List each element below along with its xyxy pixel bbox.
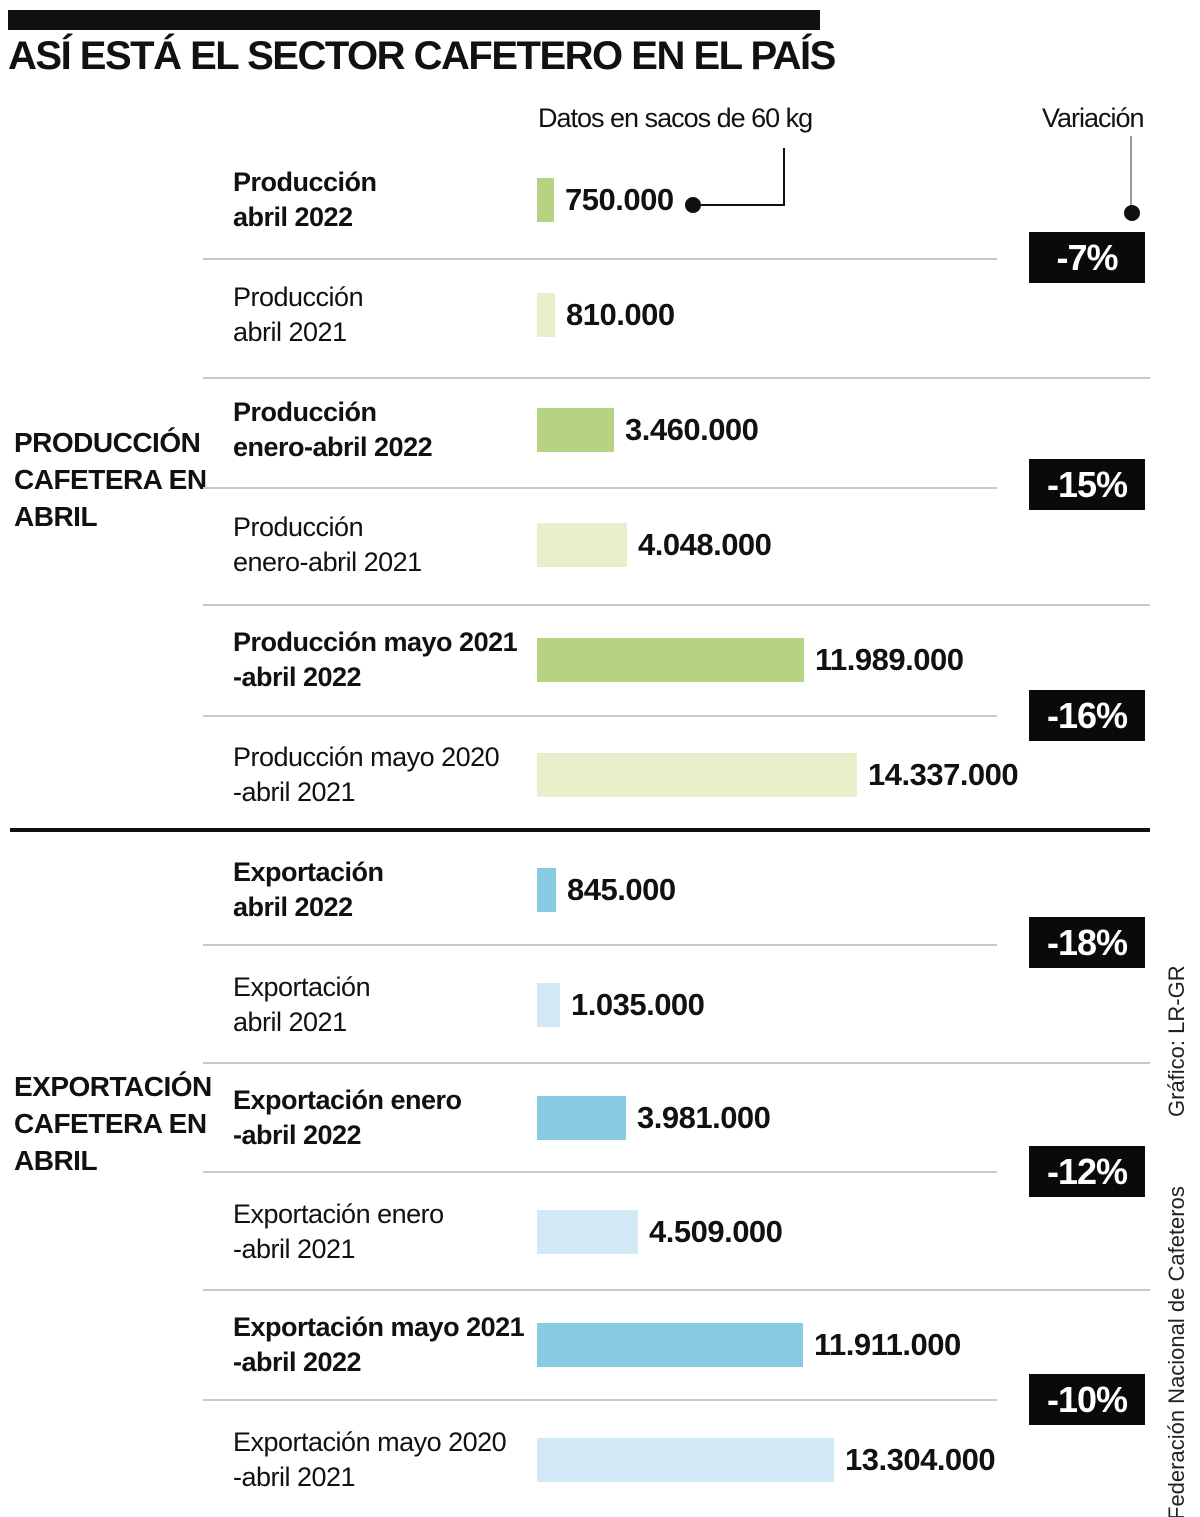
section-label-line: CAFETERA EN [14,1108,207,1139]
row-exportacion-enero-abril-2022: Exportación enero -abril 2022 3.981.000 [233,1061,1153,1175]
bar-value: 845.000 [567,872,676,907]
bar-exportacion-abril-2022 [537,868,556,912]
bar-exportacion-enero-abril-2022 [537,1096,626,1140]
variation-badge: -12% [1029,1146,1145,1197]
section-label-produccion: PRODUCCIÓN CAFETERA EN ABRIL [14,424,224,535]
row-label: Producción enero-abril 2021 [233,512,422,577]
variation-badge: -15% [1029,459,1145,510]
divider [203,1399,997,1401]
bar-exportacion-enero-abril-2021 [537,1210,638,1254]
credit-source: Federación Nacional de Cafeteros [1164,1186,1189,1517]
row-label: Exportación enero -abril 2022 [233,1085,462,1150]
section-label-line: ABRIL [14,1145,98,1176]
variation-column-label: Variación [1042,103,1145,133]
units-note-connector-vertical [783,148,785,206]
bar-exportacion-abril-2021 [537,983,560,1027]
units-note: Datos en sacos de 60 kg [538,103,813,133]
section-label-exportacion: EXPORTACIÓN CAFETERA EN ABRIL [14,1068,224,1179]
bar-value: 11.911.000 [814,1327,961,1362]
row-exportacion-abril-2022: Exportación abril 2022 845.000 [233,833,1153,947]
divider [203,604,1150,606]
row-produccion-mayo2020-abril2021: Producción mayo 2020 -abril 2021 14.337.0… [233,718,1153,832]
units-note-connector-horizontal [701,204,785,206]
row-produccion-abril-2021: Producción abril 2021 810.000 [233,258,1153,372]
section-label-line: EXPORTACIÓN [14,1071,212,1102]
bar-value: 11.989.000 [815,642,964,677]
divider [203,377,1150,379]
row-label: Producción mayo 2021 -abril 2022 [233,627,518,692]
divider [203,1062,1150,1064]
bar-value: 750.000 [565,182,674,217]
section-divider [10,828,1150,832]
row-label: Producción abril 2021 [233,282,364,347]
variation-badge: -16% [1029,690,1145,741]
row-label: Exportación abril 2021 [233,972,371,1037]
variation-badge: -10% [1029,1374,1145,1425]
row-produccion-abril-2022: Producción abril 2022 750.000 [233,143,1153,257]
row-label: Producción mayo 2020 -abril 2021 [233,742,500,807]
bar-value: 810.000 [566,297,675,332]
divider [203,487,997,489]
divider [203,258,997,260]
row-label: Exportación abril 2022 [233,857,384,922]
bar-value: 4.048.000 [638,527,772,562]
row-produccion-mayo2021-abril2022: Producción mayo 2021 -abril 2022 11.989.0… [233,603,1153,717]
bar-produccion-enero-abril-2021 [537,523,627,567]
variation-connector-vertical [1130,136,1132,206]
bar-value: 3.460.000 [625,412,759,447]
divider [203,715,997,717]
variation-badge: -18% [1029,917,1145,968]
row-label: Exportación enero -abril 2021 [233,1199,444,1264]
bar-produccion-abril-2021 [537,293,555,337]
row-label: Exportación mayo 2020 -abril 2021 [233,1427,507,1492]
bar-value: 3.981.000 [637,1100,771,1135]
top-accent-bar [8,10,820,30]
units-note-dot-icon [685,197,701,213]
row-exportacion-enero-abril-2021: Exportación enero -abril 2021 4.509.000 [233,1175,1153,1289]
row-exportacion-mayo2020-abril2021: Exportación mayo 2020 -abril 2021 13.304.… [233,1403,1153,1517]
divider [203,944,997,946]
section-label-line: CAFETERA EN [14,464,207,495]
section-label-line: ABRIL [14,501,98,532]
bar-produccion-mayo2021-abril2022 [537,638,804,682]
variation-badge: -7% [1029,232,1145,283]
divider [203,1289,1150,1291]
credit-graphic: Gráfico: LR-GR [1164,965,1189,1117]
row-exportacion-mayo2021-abril2022: Exportación mayo 2021 -abril 2022 11.911.… [233,1288,1153,1402]
bar-value: 13.304.000 [845,1442,996,1477]
bar-value: 4.509.000 [649,1214,783,1249]
bar-value: 1.035.000 [571,987,705,1022]
divider [203,1171,997,1173]
row-exportacion-abril-2021: Exportación abril 2021 1.035.000 [233,948,1153,1062]
bar-produccion-mayo2020-abril2021 [537,753,857,797]
bar-exportacion-mayo2020-abril2021 [537,1438,834,1482]
row-label: Producción enero-abril 2022 [233,397,433,462]
row-label: Exportación mayo 2021 -abril 2022 [233,1312,525,1377]
bar-produccion-enero-abril-2022 [537,408,614,452]
row-label: Producción abril 2022 [233,167,377,232]
bar-exportacion-mayo2021-abril2022 [537,1323,803,1367]
section-label-line: PRODUCCIÓN [14,427,201,458]
variation-dot-icon [1124,205,1140,221]
bar-value: 14.337.000 [868,757,1019,792]
bar-produccion-abril-2022 [537,178,554,222]
row-produccion-enero-abril-2022: Producción enero-abril 2022 3.460.000 [233,373,1153,487]
row-produccion-enero-abril-2021: Producción enero-abril 2021 4.048.000 [233,488,1153,602]
page-title: ASÍ ESTÁ EL SECTOR CAFETERO EN EL PAÍS [8,34,836,78]
